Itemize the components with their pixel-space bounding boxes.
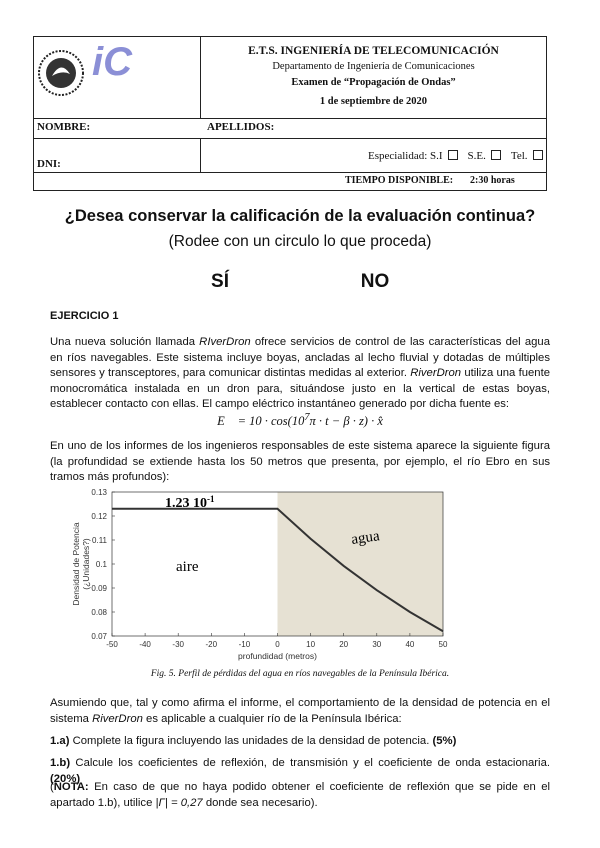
annotation: aire (176, 559, 199, 575)
caption: Fig. 5. Perfil de pérdidas del agua en r… (150, 669, 450, 679)
x-tick-label: -50 (106, 640, 118, 649)
y-tick-label: 0.09 (91, 584, 107, 593)
y-tick-label: 0.07 (91, 632, 107, 641)
y-tick-label: 0.12 (91, 512, 107, 521)
option: S.E. (467, 150, 486, 162)
text-run: (5%) (432, 735, 457, 747)
text-run: ofrece servicios de control de las carac… (50, 336, 550, 379)
x-tick-label: -40 (139, 640, 151, 649)
y-axis-label: Densidad de Potencia (71, 522, 81, 605)
text-run: RiverDron (410, 367, 462, 379)
text-run: π · t − β · z) · x̂ (309, 414, 383, 429)
text-run: |Γ| = 0,27 (155, 796, 203, 809)
specialty: Especialidad: S.I S.E. Tel. (368, 150, 543, 162)
item: 1.b) Calcule los coeficientes de reflexi… (50, 756, 550, 787)
annotation: agua (350, 528, 381, 548)
text-run: 1.b) (50, 757, 71, 769)
paragraph: Una nueva solución llamada RIverDron ofr… (50, 335, 550, 413)
question-title: ¿Desea conservar la calificación de la e… (64, 207, 536, 225)
specialty-label: Especialidad: (368, 150, 428, 162)
x-tick-label: -20 (206, 640, 218, 649)
line (112, 507, 444, 633)
x-tick-label: 0 (275, 640, 280, 649)
annotation-sup: -1 (207, 494, 215, 504)
y-tick-label: 0.11 (92, 536, 108, 545)
text-run: ( (50, 781, 54, 793)
paragraph: Asumiendo que, tal y como afirma el info… (50, 696, 550, 727)
note: (NOTA: En caso de que no haya podido obt… (50, 780, 550, 811)
shaded-region (277, 492, 443, 636)
text-run: 7 (304, 412, 310, 423)
plot-frame (111, 491, 444, 637)
exam: Examen de “Propagación de Ondas” (291, 77, 456, 88)
text-run: RIverDron (199, 336, 251, 348)
text-run: En uno de los informes de los ingenieros… (50, 440, 550, 483)
chart: 0.07 0.08 0.09 0.1 0.11 0.12 0.13 -50 -40 -30 -20 -… (71, 488, 448, 661)
text-run: RiverDron (92, 712, 143, 725)
yes: SÍ (211, 271, 229, 292)
annotation: 1.23 10-1 (165, 494, 215, 511)
x-tick-label: 50 (439, 640, 448, 649)
text-run: es aplicable a cualquier río de la Penín… (142, 712, 402, 725)
x-tick-label: 10 (306, 640, 315, 649)
time-row (33, 172, 547, 191)
no: NO (360, 271, 390, 292)
time-value: 2:30 horas (470, 175, 515, 186)
y-tick-label: 0.13 (91, 488, 107, 497)
apellidos: APELLIDOS: (207, 121, 275, 133)
paragraph: En uno de los informes de los ingenieros… (50, 439, 550, 486)
name-row (33, 118, 547, 139)
y-tick-label: 0.1 (96, 560, 108, 569)
logo-seal (38, 50, 84, 96)
y-tick-label: 0.08 (91, 608, 107, 617)
y-axis-label: (¿Unidades?) (81, 538, 91, 590)
question-subtitle: (Rodee con un circulo lo que proceda) (168, 233, 432, 250)
text-run: Complete la figura incluyendo las unidad… (69, 735, 433, 747)
x-tick-label: 40 (405, 640, 414, 649)
nombre: NOMBRE: (37, 121, 91, 133)
text-run: Asumiendo que, tal y como afirma el info… (50, 697, 550, 725)
text-run: En caso de que no haya podido obtener el… (50, 781, 550, 809)
annotation-text: 1.23 10 (165, 496, 207, 511)
x-axis-label: profundidad (metros) (238, 651, 317, 661)
text-run: Una nueva solución llamada (50, 336, 200, 348)
formula: E⃗ = 10 · cos(107π · t − β · z) · x̂ (0, 412, 600, 429)
department: Departamento de Ingeniería de Comunicaci… (272, 61, 475, 72)
option: Tel. (510, 150, 528, 162)
text-run: (20%) (50, 772, 81, 785)
option: S.I (430, 150, 443, 162)
time-label: TIEMPO DISPONIBLE: (345, 175, 454, 186)
x-tick-label: -10 (239, 640, 251, 649)
text-run: 1.a) (50, 735, 70, 747)
x-tick-label: -30 (172, 640, 184, 649)
x-tick-label: 20 (339, 640, 348, 649)
text-run: E⃗ = 10 · cos(10 (217, 414, 305, 429)
item: 1.a) Complete la figura incluyendo las u… (50, 734, 550, 750)
title-block: E.T.S. INGENIERÍA DE TELECOMUNICACIÓN De… (200, 43, 547, 110)
text-run: utiliza una fuente monocromática instala… (50, 367, 551, 410)
x-tick-label: 30 (372, 640, 381, 649)
text-run: Calcule los coeficientes de reflexión, d… (70, 757, 550, 769)
date: 1 de septiembre de 2020 (319, 96, 428, 107)
dni: DNI: (37, 158, 61, 170)
exercise-title: EJERCICIO 1 (50, 310, 119, 322)
logo-text: iC (92, 40, 132, 84)
school: E.T.S. INGENIERÍA DE TELECOMUNICACIÓN (248, 45, 499, 57)
text-run: NOTA: (53, 781, 89, 793)
text-run: donde sea necesario). (202, 796, 318, 809)
